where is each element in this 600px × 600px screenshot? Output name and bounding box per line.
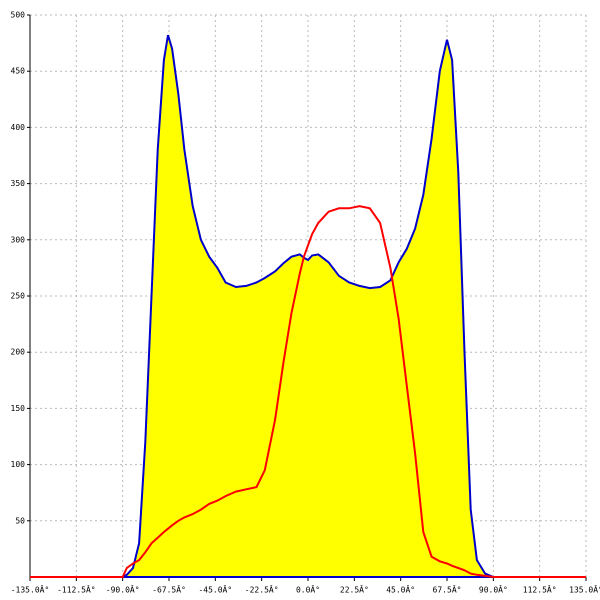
y-tick-label: 150	[11, 404, 26, 413]
y-tick-label: 350	[11, 179, 26, 188]
x-tick-label: 45.0Â°	[386, 584, 415, 595]
y-tick-label: 500	[11, 11, 26, 20]
y-tick-label: 450	[11, 67, 26, 76]
x-tick-label: 67.5Â°	[433, 584, 462, 595]
x-tick-label: 135.0Â°	[569, 584, 600, 595]
x-tick-label: -112.5Â°	[57, 584, 96, 595]
y-tick-label: 50	[15, 516, 25, 525]
x-tick-label: 0.0Â°	[296, 584, 320, 595]
x-tick-label: 90.0Â°	[479, 584, 508, 595]
x-tick-label: -67.5Â°	[152, 584, 186, 595]
y-tick-label: 100	[11, 460, 26, 469]
x-tick-label: -45.0Â°	[198, 584, 232, 595]
x-tick-label: -22.5Â°	[245, 584, 279, 595]
y-tick-label: 300	[11, 235, 26, 244]
y-tick-label: 200	[11, 348, 26, 357]
y-tick-label: 250	[11, 292, 26, 301]
x-tick-label: -90.0Â°	[106, 584, 140, 595]
x-tick-label: 112.5Â°	[523, 584, 557, 595]
line	[30, 205, 586, 578]
x-tick-label: -135.0Â°	[11, 584, 50, 595]
y-tick-label: 400	[11, 123, 26, 132]
x-tick-label: 22.5Â°	[340, 584, 369, 595]
